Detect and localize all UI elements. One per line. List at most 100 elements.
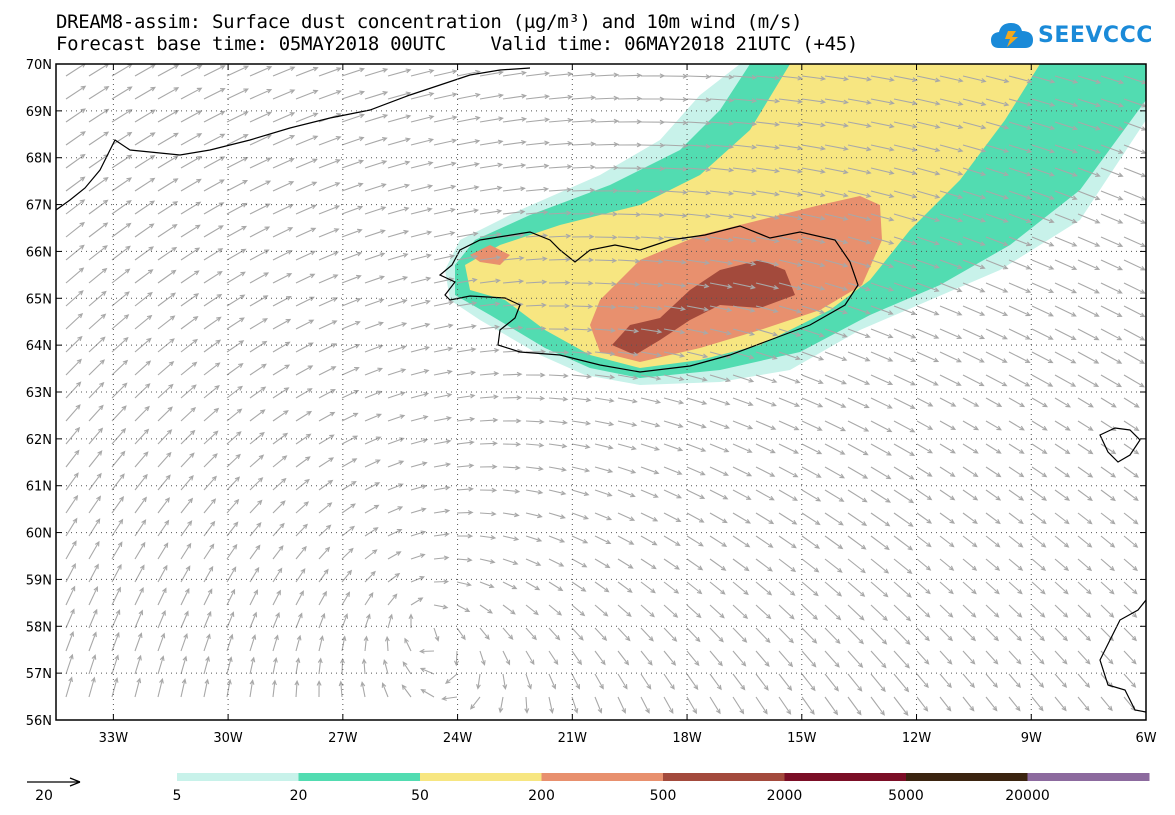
wind-arrow <box>617 212 642 218</box>
wind-arrow <box>916 489 933 501</box>
wind-arrow <box>985 167 1010 177</box>
wind-arrow <box>157 360 175 376</box>
wind-arrow <box>340 657 345 675</box>
wind-arrow <box>709 581 726 595</box>
wind-arrow <box>1008 604 1023 618</box>
wind-arrow <box>387 206 410 215</box>
wind-arrow <box>916 213 941 223</box>
wind-arrow <box>180 133 203 146</box>
wind-arrow <box>617 673 628 690</box>
wind-arrow <box>663 650 677 666</box>
wind-arrow <box>479 394 499 400</box>
wind-arrow <box>65 676 73 698</box>
wind-arrow <box>594 304 617 310</box>
wind-arrow <box>272 318 292 330</box>
wind-arrow <box>709 121 735 126</box>
wind-arrow <box>272 89 296 100</box>
wind-arrow <box>893 581 912 598</box>
wind-arrow <box>824 282 849 291</box>
wind-arrow <box>732 328 756 336</box>
lon-label: 30W <box>213 731 243 746</box>
wind-arrow <box>363 635 369 652</box>
wind-arrow <box>341 569 353 583</box>
wind-arrow <box>893 558 913 574</box>
wind-arrow <box>525 512 543 519</box>
wind-arrow <box>617 165 643 171</box>
wind-arrow <box>111 586 121 606</box>
scotland-coastline <box>1099 599 1146 713</box>
wind-arrow <box>939 535 955 548</box>
wind-arrow <box>617 581 633 593</box>
wind-arrow <box>1008 673 1022 689</box>
wind-arrow <box>755 98 781 104</box>
wind-arrow <box>1123 167 1146 178</box>
wind-arrow <box>410 507 427 514</box>
wind-arrow <box>824 466 846 479</box>
wind-arrow <box>226 340 245 353</box>
wind-reference: 20 <box>27 777 81 804</box>
wind-arrow <box>732 167 758 173</box>
wind-arrow <box>755 466 776 477</box>
wind-arrow <box>985 696 998 712</box>
wind-arrow <box>364 390 383 399</box>
wind-arrow <box>341 525 356 537</box>
wind-arrow <box>65 131 86 146</box>
wind-arrow <box>180 452 195 468</box>
wind-arrow <box>387 322 408 330</box>
wind-arrow <box>985 443 1002 454</box>
wind-arrow <box>1031 121 1056 131</box>
wind-arrow <box>939 696 952 712</box>
wind-arrow <box>594 118 620 124</box>
wind-arrow <box>916 121 941 129</box>
wind-arrow <box>318 411 336 422</box>
wind-arrow <box>134 405 150 422</box>
legend-label: 200 <box>528 788 555 804</box>
wind-arrow <box>525 326 547 331</box>
wind-arrow <box>1100 581 1115 595</box>
wind-arrow <box>341 67 365 77</box>
wind-arrow <box>387 183 411 192</box>
wind-arrow <box>847 374 871 385</box>
wind-arrow <box>111 64 133 77</box>
wind-arrow <box>226 611 235 629</box>
wind-arrow <box>134 109 156 123</box>
wind-arrow <box>916 650 930 665</box>
wind-arrow <box>1123 512 1139 525</box>
wind-arrow <box>847 696 862 716</box>
wind-arrow <box>801 213 826 221</box>
wind-arrow <box>88 245 108 261</box>
wind-arrow <box>502 673 508 691</box>
wind-arrow <box>1077 512 1093 525</box>
wind-arrow <box>1100 512 1116 525</box>
wind-arrow <box>962 512 978 524</box>
wind-arrow <box>686 143 712 149</box>
wind-arrow <box>962 558 978 571</box>
wind-arrow <box>1008 190 1032 200</box>
wind-arrow <box>870 305 894 315</box>
wind-arrow <box>663 581 680 594</box>
wind-arrow <box>870 236 895 245</box>
wind-arrow <box>364 113 389 123</box>
wind-arrow <box>502 488 521 494</box>
wind-arrow <box>962 374 985 387</box>
wind-arrow <box>1100 259 1124 271</box>
wind-arrow <box>617 328 640 334</box>
wind-arrow <box>226 498 240 514</box>
wind-arrow <box>1031 328 1054 340</box>
wind-arrow <box>341 228 363 238</box>
wind-arrow <box>755 489 775 501</box>
wind-arrow <box>778 489 798 501</box>
wind-arrow <box>111 631 120 652</box>
wind-arrow <box>479 208 503 215</box>
wind-arrow <box>157 201 179 215</box>
wind-arrow <box>134 132 156 146</box>
wind-arrow <box>893 673 910 693</box>
wind-arrow <box>479 139 504 146</box>
wind-arrow <box>824 351 848 362</box>
wind-arrow <box>870 328 894 339</box>
wind-arrow <box>893 75 918 83</box>
wind-arrow <box>801 121 826 128</box>
wind-arrow <box>65 335 83 353</box>
wind-arrow <box>985 328 1008 340</box>
wind-arrow <box>364 229 386 238</box>
